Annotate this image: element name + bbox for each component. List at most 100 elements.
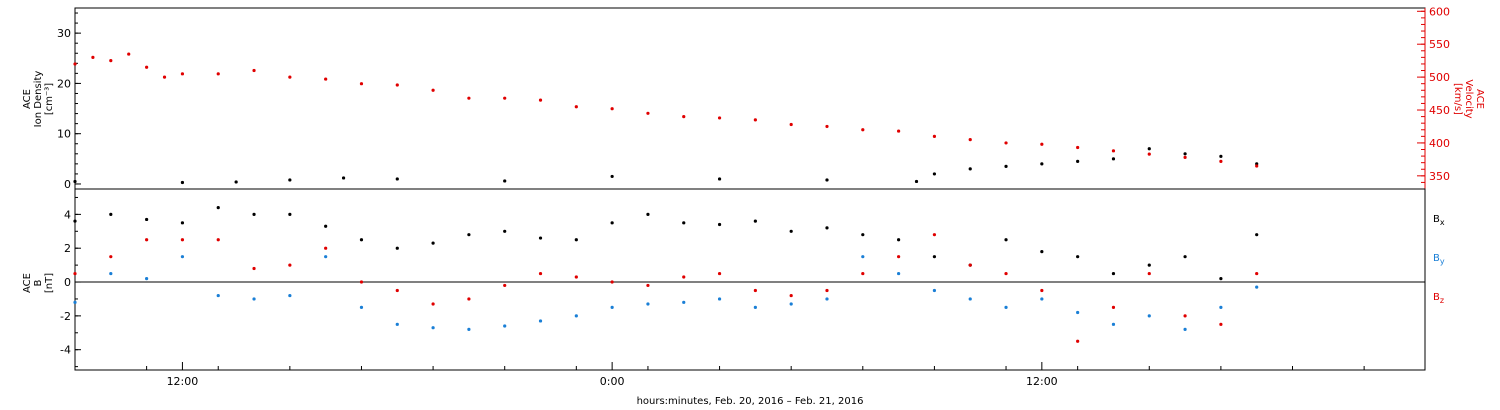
b-tick-label: -2 xyxy=(60,310,71,323)
b-point-by xyxy=(288,293,292,298)
b-point-bx xyxy=(897,238,901,242)
b-point-by xyxy=(1004,305,1008,310)
density-tick-label: 30 xyxy=(57,27,71,40)
velocity-point xyxy=(162,75,167,79)
b-point-bz xyxy=(717,271,722,276)
b-point-bx xyxy=(753,219,757,223)
velocity-tick-label: 500 xyxy=(1429,71,1450,84)
b-point-bz xyxy=(324,246,328,250)
density-point xyxy=(1040,162,1044,166)
b-point-by xyxy=(574,314,578,318)
velocity-ylabel-line1: ACE xyxy=(1474,89,1485,109)
density-point xyxy=(610,174,614,179)
b-point-bz xyxy=(359,280,364,284)
b-point-by xyxy=(180,255,185,259)
velocity-tick-label: 400 xyxy=(1429,137,1450,150)
legend-main: B xyxy=(1433,214,1440,225)
b-point-bz xyxy=(1219,322,1223,326)
density-point xyxy=(1147,147,1151,151)
b-point-bz xyxy=(73,271,77,276)
b-point-by xyxy=(1076,310,1080,315)
b-point-bx xyxy=(932,255,937,259)
velocity-point xyxy=(73,62,77,66)
velocity-point xyxy=(897,129,901,133)
b-point-by xyxy=(145,277,149,281)
density-ylabel-line1: ACE xyxy=(22,89,33,109)
b-point-bz xyxy=(503,283,507,288)
b-point-bx xyxy=(1219,277,1223,281)
b-point-bz xyxy=(538,271,543,276)
legend-sub: y xyxy=(1440,257,1445,266)
velocity-point xyxy=(503,96,507,100)
legend-main: B xyxy=(1433,292,1440,303)
b-point-by xyxy=(538,319,543,323)
b-point-bx xyxy=(1076,255,1080,259)
velocity-point xyxy=(431,88,435,92)
velocity-point xyxy=(1111,149,1116,153)
velocity-point xyxy=(359,82,364,86)
b-point-bz xyxy=(1255,271,1259,276)
b-point-by xyxy=(610,305,614,310)
b-point-by xyxy=(861,255,865,259)
density-point xyxy=(503,179,507,183)
velocity-point xyxy=(91,55,95,59)
b-tick-label: 2 xyxy=(64,242,71,255)
x-tick-label: 0:00 xyxy=(600,375,625,388)
b-point-bz xyxy=(1004,271,1008,276)
b-ylabel-line3: [nT] xyxy=(44,273,55,293)
b-point-bx xyxy=(646,212,650,216)
legend-item-bx: Bx xyxy=(1433,214,1445,227)
b-tick-label: -4 xyxy=(60,344,71,357)
b-point-by xyxy=(1219,305,1223,310)
b-point-bx xyxy=(216,206,220,210)
velocity-point xyxy=(1076,145,1080,150)
b-point-bx xyxy=(395,246,399,250)
density-point xyxy=(1004,164,1008,168)
b-point-bx xyxy=(1004,238,1008,242)
legend-sub: z xyxy=(1440,296,1444,305)
b-point-bx xyxy=(431,241,435,245)
b-point-bx xyxy=(682,221,686,225)
top-right-ticks: 350 400 450 500 550 600 xyxy=(1417,5,1450,183)
b-point-bx xyxy=(503,229,507,233)
x-tick-label: 12:00 xyxy=(1026,375,1058,388)
velocity-point xyxy=(861,128,865,132)
velocity-ylabel-line3: [km/s] xyxy=(1452,83,1463,115)
b-point-bx xyxy=(109,212,113,216)
b-point-bz xyxy=(431,302,435,306)
legend-item-by: By xyxy=(1433,253,1445,266)
b-point-bz xyxy=(610,280,614,284)
velocity-point xyxy=(127,52,131,56)
velocity-point xyxy=(180,72,185,76)
velocity-point xyxy=(252,68,256,73)
b-point-bx xyxy=(610,221,614,225)
legend-sub: x xyxy=(1440,218,1445,227)
b-point-bz xyxy=(109,255,113,259)
top-left-ticks: 0 10 20 30 xyxy=(57,12,81,191)
velocity-tick-label: 450 xyxy=(1429,104,1450,117)
b-point-by xyxy=(682,300,686,304)
velocity-point xyxy=(1147,152,1151,156)
b-point-by xyxy=(359,305,364,310)
b-point-by xyxy=(932,288,937,293)
density-ylabel-line3: [cm⁻³] xyxy=(44,83,55,115)
b-point-bz xyxy=(1040,288,1044,293)
velocity-point xyxy=(717,116,722,120)
b-ylabel-line2: B xyxy=(33,279,44,286)
velocity-point xyxy=(395,83,399,87)
b-point-by xyxy=(467,327,471,332)
b-point-by xyxy=(109,271,113,276)
velocity-point xyxy=(1219,159,1223,163)
velocity-series xyxy=(73,52,1259,168)
density-tick-label: 20 xyxy=(57,77,71,90)
b-point-bx xyxy=(73,219,77,223)
b-point-bx xyxy=(1111,271,1116,276)
density-point xyxy=(825,178,829,182)
b-point-bz xyxy=(932,233,937,237)
b-point-by xyxy=(1183,327,1187,332)
b-point-bz xyxy=(395,288,399,293)
b-point-bz xyxy=(288,263,292,267)
b-point-by xyxy=(825,297,829,301)
